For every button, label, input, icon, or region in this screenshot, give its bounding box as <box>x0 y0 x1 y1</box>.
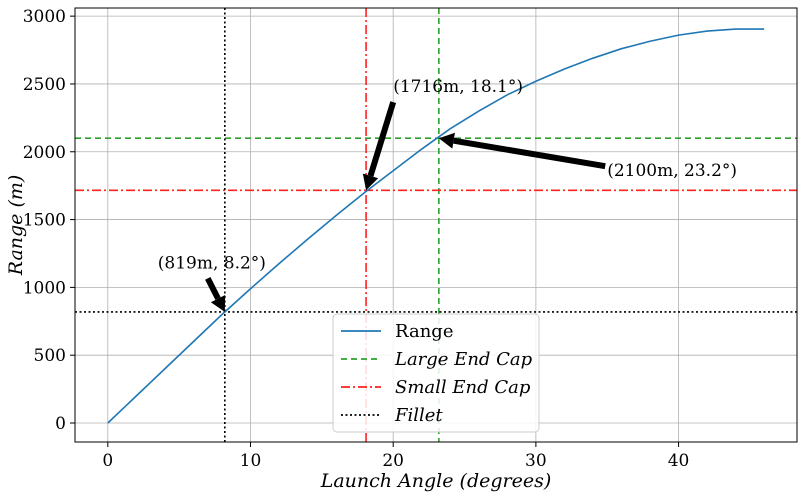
legend-box <box>332 313 540 433</box>
y-tick-label: 500 <box>34 346 66 366</box>
x-tick-label: 30 <box>525 451 547 471</box>
y-tick-label: 0 <box>55 414 66 434</box>
x-tick-label: 0 <box>102 451 113 471</box>
y-tick-label: 1000 <box>23 278 66 298</box>
series-layer <box>107 28 765 424</box>
x-tick-label: 10 <box>240 451 262 471</box>
legend-label: Range <box>395 321 453 342</box>
legend-label: Small End Cap <box>395 377 531 398</box>
series-line-range <box>107 28 765 424</box>
x-tick-label: 20 <box>382 451 404 471</box>
annotations: (1716m, 18.1°) (2100m, 23.2°) (819m, 8.2°) <box>158 77 737 273</box>
annotation-label: (2100m, 23.2°) <box>607 161 737 181</box>
annotation-arrows <box>205 101 606 312</box>
legend-label: Fillet <box>394 405 443 426</box>
annotation-arrow-head <box>362 173 379 191</box>
annotation-arrow-head <box>438 132 455 149</box>
legend: Range Large End Cap Small End Cap Fillet <box>332 313 540 433</box>
y-tick-label: 3000 <box>23 7 66 27</box>
x-axis-label: Launch Angle (degrees) <box>320 470 552 492</box>
y-tick-label: 2500 <box>23 75 66 95</box>
annotation-arrow-head <box>210 294 226 312</box>
y-tick-label: 1500 <box>23 211 66 231</box>
tick-marks: 0 10 20 30 40 0 500 1000 1500 2000 2500 3000 <box>23 7 690 471</box>
annotation-arrow-shaft <box>453 137 606 170</box>
y-axis-label: Range (m) <box>5 175 27 277</box>
plot-frame <box>74 7 798 443</box>
annotation-arrow-shaft <box>367 101 397 177</box>
x-tick-label: 40 <box>668 451 690 471</box>
legend-label: Large End Cap <box>394 349 533 370</box>
annotation-label: (819m, 8.2°) <box>158 253 266 273</box>
annotation-arrow-shaft <box>205 277 221 300</box>
y-tick-label: 2000 <box>23 143 66 163</box>
annotation-label: (1716m, 18.1°) <box>393 77 523 97</box>
